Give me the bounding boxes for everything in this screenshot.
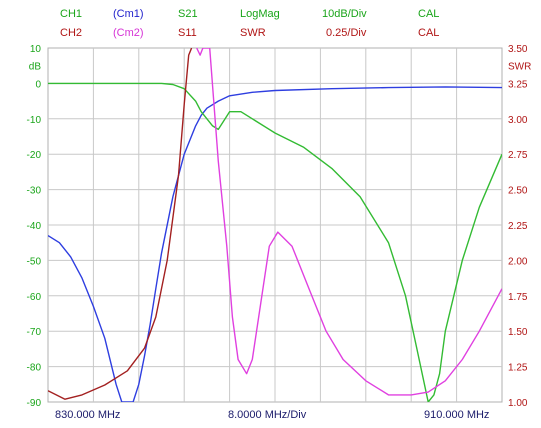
ch2-label: CH2: [60, 27, 83, 39]
left-tick-label: -50: [27, 256, 42, 267]
trace-s21-green: [48, 82, 502, 402]
right-tick-label: 2.00: [508, 256, 528, 267]
grid: [48, 48, 502, 402]
trace-s21-blue: [48, 86, 502, 402]
right-axis-unit: SWR: [508, 62, 531, 73]
right-tick-label: 2.50: [508, 186, 528, 197]
left-tick-label: -20: [27, 150, 42, 161]
ch1-param-label: S21: [178, 8, 198, 20]
right-tick-label: 1.50: [508, 327, 528, 338]
right-tick-label: 3.25: [508, 79, 528, 90]
trace-s11-red: [48, 48, 193, 400]
ch1-cal-label: CAL: [418, 8, 440, 20]
left-axis-unit: dB: [29, 62, 42, 73]
ch2-param-label: S11: [178, 27, 197, 39]
trace-swr-magenta: [196, 48, 502, 396]
ch1-label: CH1: [60, 8, 83, 20]
axis-labels: 10 0 -10 -20 -30 -40 -50 -60 -70 -80 -90 3.50 3.25 3.…: [27, 44, 532, 409]
ch1-scale-label: 10dB/Div: [322, 8, 367, 20]
ch2-cal-label: CAL: [418, 27, 440, 39]
ch2-scale-label: 0.25/Div: [326, 27, 367, 39]
left-tick-label: -80: [27, 363, 42, 374]
right-tick-label: 3.00: [508, 115, 528, 126]
ch1-marker-label: (Cm1): [113, 8, 144, 20]
right-tick-label: 1.25: [508, 363, 528, 374]
start-frequency: 830.000 MHz: [55, 409, 121, 421]
left-tick-label: -40: [27, 221, 42, 232]
left-tick-label: -10: [27, 115, 42, 126]
right-tick-label: 1.75: [508, 292, 528, 303]
stop-frequency: 910.000 MHz: [424, 409, 490, 421]
ch2-marker-label: (Cm2): [113, 27, 144, 39]
right-tick-label: 3.50: [508, 44, 528, 55]
left-tick-label: -70: [27, 327, 42, 338]
left-tick-label: 10: [30, 44, 42, 55]
left-tick-label: -60: [27, 292, 42, 303]
right-tick-label: 2.25: [508, 221, 528, 232]
ch2-format-label: SWR: [240, 27, 266, 39]
frequency-per-division: 8.0000 MHz/Div: [228, 409, 307, 421]
right-tick-label: 2.75: [508, 150, 528, 161]
traces: [48, 48, 502, 402]
left-tick-label: -30: [27, 186, 42, 197]
ch1-format-label: LogMag: [240, 8, 280, 20]
left-tick-label: 0: [35, 79, 41, 90]
right-tick-label: 1.00: [508, 398, 528, 409]
left-tick-label: -90: [27, 398, 42, 409]
